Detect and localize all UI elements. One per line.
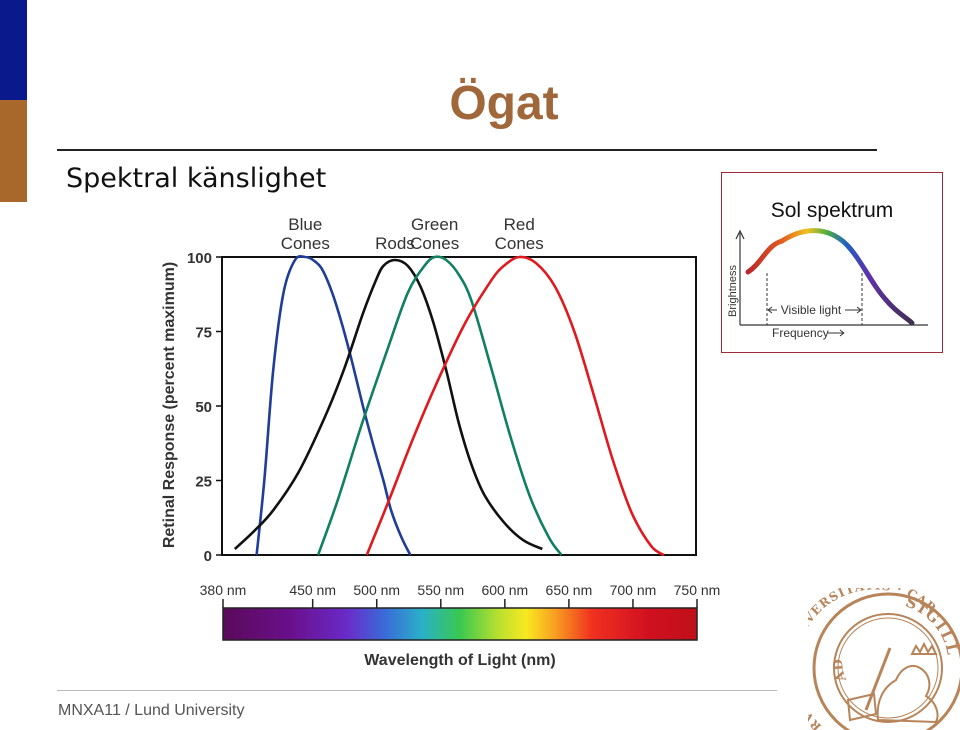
curve-label-rods: Rods: [375, 234, 415, 253]
accent-bar-blue: [0, 0, 27, 100]
wavelength-spectrum-chart: 380 nm 450 nm 500 nm 550 nm 600 nm 650 nm 700 …: [200, 582, 721, 669]
curve-rods: [233, 258, 543, 551]
inset-x-label: Frequency: [772, 326, 829, 340]
curve-label-blue-cones: Cones: [281, 234, 330, 253]
curve-blue-cones: [255, 254, 412, 556]
y-tick-label: 50: [195, 399, 212, 416]
title-rule: [57, 149, 877, 151]
curve-green-cones: [316, 255, 563, 556]
seal-inner-ring: [833, 613, 943, 723]
slide-title: Ögat: [449, 77, 559, 130]
x-tick-label: 500 nm: [353, 582, 400, 598]
curve-red-cones: [365, 255, 665, 557]
curve-label-green-cones: Cones: [410, 234, 459, 253]
x-tick-label: 450 nm: [289, 582, 336, 598]
response-curves: [233, 254, 665, 557]
curve-label-blue-cones: Blue: [288, 215, 322, 234]
accent-bar-brown: [0, 100, 27, 202]
footer-text: MNXA11 / Lund University: [58, 702, 245, 719]
visible-arrow-right: [845, 306, 862, 314]
inset-y-label: Brightness: [727, 265, 739, 317]
spectrum-bar: [222, 607, 698, 641]
slide-subtitle: Spektral känslighet: [66, 163, 327, 194]
plot-frame: [221, 256, 697, 556]
seal-text-ad: AD: [831, 659, 850, 685]
x-tick-label: 700 nm: [610, 582, 657, 598]
inset-title: Sol spektrum: [771, 199, 894, 222]
solar-curve: [745, 228, 915, 326]
seal-sword-icon: [864, 647, 892, 711]
y-tick-label: 100: [187, 250, 212, 267]
seal-book-icon: [846, 692, 878, 722]
curve-label-green-cones: Green: [411, 215, 458, 234]
visible-light-label: Visible light: [781, 303, 842, 317]
seal-core: [837, 617, 939, 719]
seal-outer-ring: [812, 592, 960, 730]
y-ticks: 0 25 50 75 100: [187, 250, 222, 565]
curve-label-red-cones: Cones: [495, 234, 544, 253]
y-tick-label: 0: [204, 548, 212, 565]
x-tick-label: 650 nm: [546, 582, 593, 598]
seal-lion-icon: [876, 664, 939, 724]
x-ticks: 380 nm 450 nm 500 nm 550 nm 600 nm 650 nm 700 …: [200, 582, 721, 608]
x-tick-label: 600 nm: [481, 582, 528, 598]
footer-rule: [57, 690, 777, 691]
university-seal: SIGILL RVMQVE · VNIVERSITATIS · CAROLINÆ…: [808, 588, 960, 730]
x-tick-label: 380 nm: [200, 582, 247, 598]
frequency-arrow: [828, 329, 845, 337]
y-tick-label: 75: [195, 325, 212, 342]
seal-text-ad-path: AD: [831, 659, 850, 685]
y-axis-label: Retinal Response (percent maximum): [161, 262, 178, 548]
y-tick-label: 25: [195, 474, 212, 491]
seal-crown-icon: [910, 641, 938, 655]
inset-y-arrow: [735, 229, 745, 240]
x-tick-label: 750 nm: [674, 582, 721, 598]
x-axis-label: Wavelength of Light (nm): [364, 652, 555, 669]
solar-spectrum-inset: Sol spektrum Brightness Visible light Fr…: [721, 172, 943, 353]
x-tick-label: 550 nm: [417, 582, 464, 598]
curve-label-red-cones: Red: [504, 215, 535, 234]
solar-spectrum-chart: Sol spektrum Brightness Visible light Fr…: [727, 199, 928, 340]
visible-arrow-left: [767, 306, 777, 314]
